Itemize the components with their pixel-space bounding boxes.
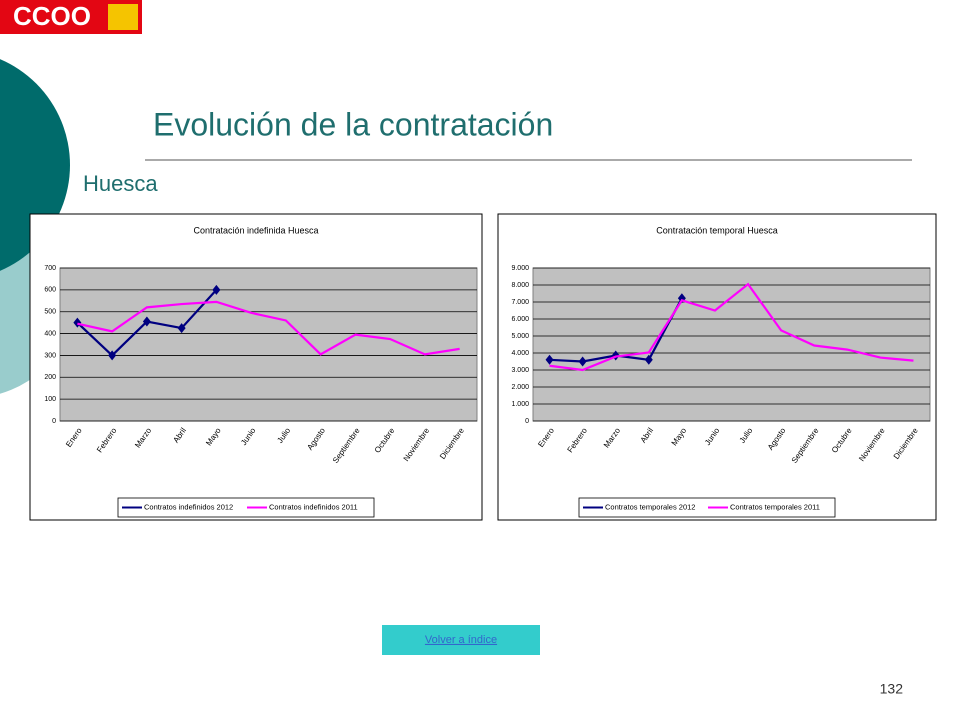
logo-flag bbox=[108, 4, 138, 30]
back-link[interactable]: Volver a índice bbox=[382, 625, 540, 655]
page-number: 132 bbox=[880, 681, 904, 697]
chart-title: Contratación indefinida Huesca bbox=[193, 225, 318, 235]
y-tick-label: 600 bbox=[44, 287, 56, 294]
y-tick-label: 200 bbox=[44, 374, 56, 381]
y-tick-label: 0 bbox=[52, 418, 56, 425]
slide-title: Evolución de la contratación bbox=[153, 106, 553, 142]
legend-label: Contratos indefinidos 2011 bbox=[269, 502, 358, 511]
point-marker bbox=[644, 354, 653, 365]
link-button[interactable] bbox=[382, 625, 540, 655]
plot-area bbox=[59, 267, 478, 422]
y-tick-label: 2.000 bbox=[511, 384, 529, 391]
y-tick-label: 100 bbox=[44, 396, 56, 403]
chart-title: Contratación temporal Huesca bbox=[656, 225, 778, 235]
y-tick-label: 9.000 bbox=[511, 265, 529, 272]
y-tick-label: 6.000 bbox=[511, 316, 529, 323]
y-tick-label: 500 bbox=[44, 309, 56, 316]
series-line bbox=[77, 300, 460, 356]
y-tick-label: 1.000 bbox=[511, 401, 529, 408]
y-tick-label: 3.000 bbox=[511, 367, 529, 374]
point-marker bbox=[177, 323, 186, 334]
legend-label: Contratos indefinidos 2012 bbox=[144, 502, 233, 511]
point-marker bbox=[108, 350, 117, 361]
point-marker bbox=[212, 284, 221, 295]
plot-area bbox=[532, 267, 931, 422]
y-tick-label: 5.000 bbox=[511, 333, 529, 340]
y-tick-label: 400 bbox=[44, 330, 56, 337]
point-marker bbox=[578, 356, 587, 367]
logo-text: CCOO bbox=[13, 1, 91, 31]
series-line bbox=[549, 282, 914, 372]
y-tick-label: 700 bbox=[44, 265, 56, 272]
link-text[interactable]: Volver a índice bbox=[425, 634, 497, 646]
point-marker bbox=[545, 354, 554, 365]
y-tick-label: 300 bbox=[44, 352, 56, 359]
legend bbox=[578, 497, 836, 518]
point-marker bbox=[142, 316, 151, 327]
legend-label: Contratos temporales 2011 bbox=[730, 502, 820, 511]
y-tick-label: 7.000 bbox=[511, 299, 529, 306]
subtitle: Huesca bbox=[83, 171, 158, 196]
y-tick-label: 4.000 bbox=[511, 350, 529, 357]
legend bbox=[117, 497, 375, 518]
y-tick-label: 8.000 bbox=[511, 282, 529, 289]
y-tick-label: 0 bbox=[525, 418, 529, 425]
legend-label: Contratos temporales 2012 bbox=[605, 502, 695, 511]
